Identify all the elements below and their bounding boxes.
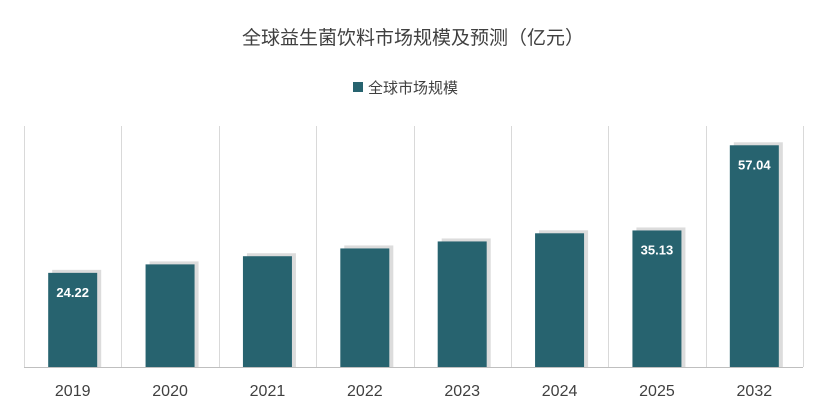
x-tick-label-2022: 2022	[347, 383, 383, 400]
x-tick-label-2023: 2023	[444, 383, 480, 400]
data-label-2032: 57.04	[738, 157, 771, 172]
data-labels: 24.22 35.13 57.04	[56, 157, 771, 300]
legend-swatch	[353, 82, 363, 92]
data-label-2025: 35.13	[641, 242, 674, 257]
bar-2021	[242, 256, 292, 367]
legend-label: 全球市场规模	[368, 79, 458, 97]
bar-2022	[340, 248, 390, 367]
legend: 全球市场规模	[353, 79, 458, 97]
x-tick-label-2024: 2024	[542, 383, 578, 400]
x-axis-ticks: 2019 2020 2021 2022 2023 2024 2025 2032	[55, 383, 772, 400]
x-tick-label-2032: 2032	[737, 383, 773, 400]
grid	[24, 126, 804, 367]
chart-title: 全球益生菌饮料市场规模及预测（亿元）	[242, 27, 584, 49]
bar-2020	[145, 264, 195, 367]
x-tick-label-2025: 2025	[639, 383, 675, 400]
x-tick-label-2021: 2021	[250, 383, 286, 400]
x-tick-label-2019: 2019	[55, 383, 91, 400]
bar-2019	[48, 272, 98, 367]
bar-2023	[437, 241, 487, 367]
bars	[48, 142, 783, 367]
data-label-2019: 24.22	[56, 285, 89, 300]
bar-2024	[535, 233, 585, 367]
bar-2025	[632, 230, 682, 367]
x-tick-label-2020: 2020	[152, 383, 188, 400]
bar-2032	[729, 145, 779, 367]
